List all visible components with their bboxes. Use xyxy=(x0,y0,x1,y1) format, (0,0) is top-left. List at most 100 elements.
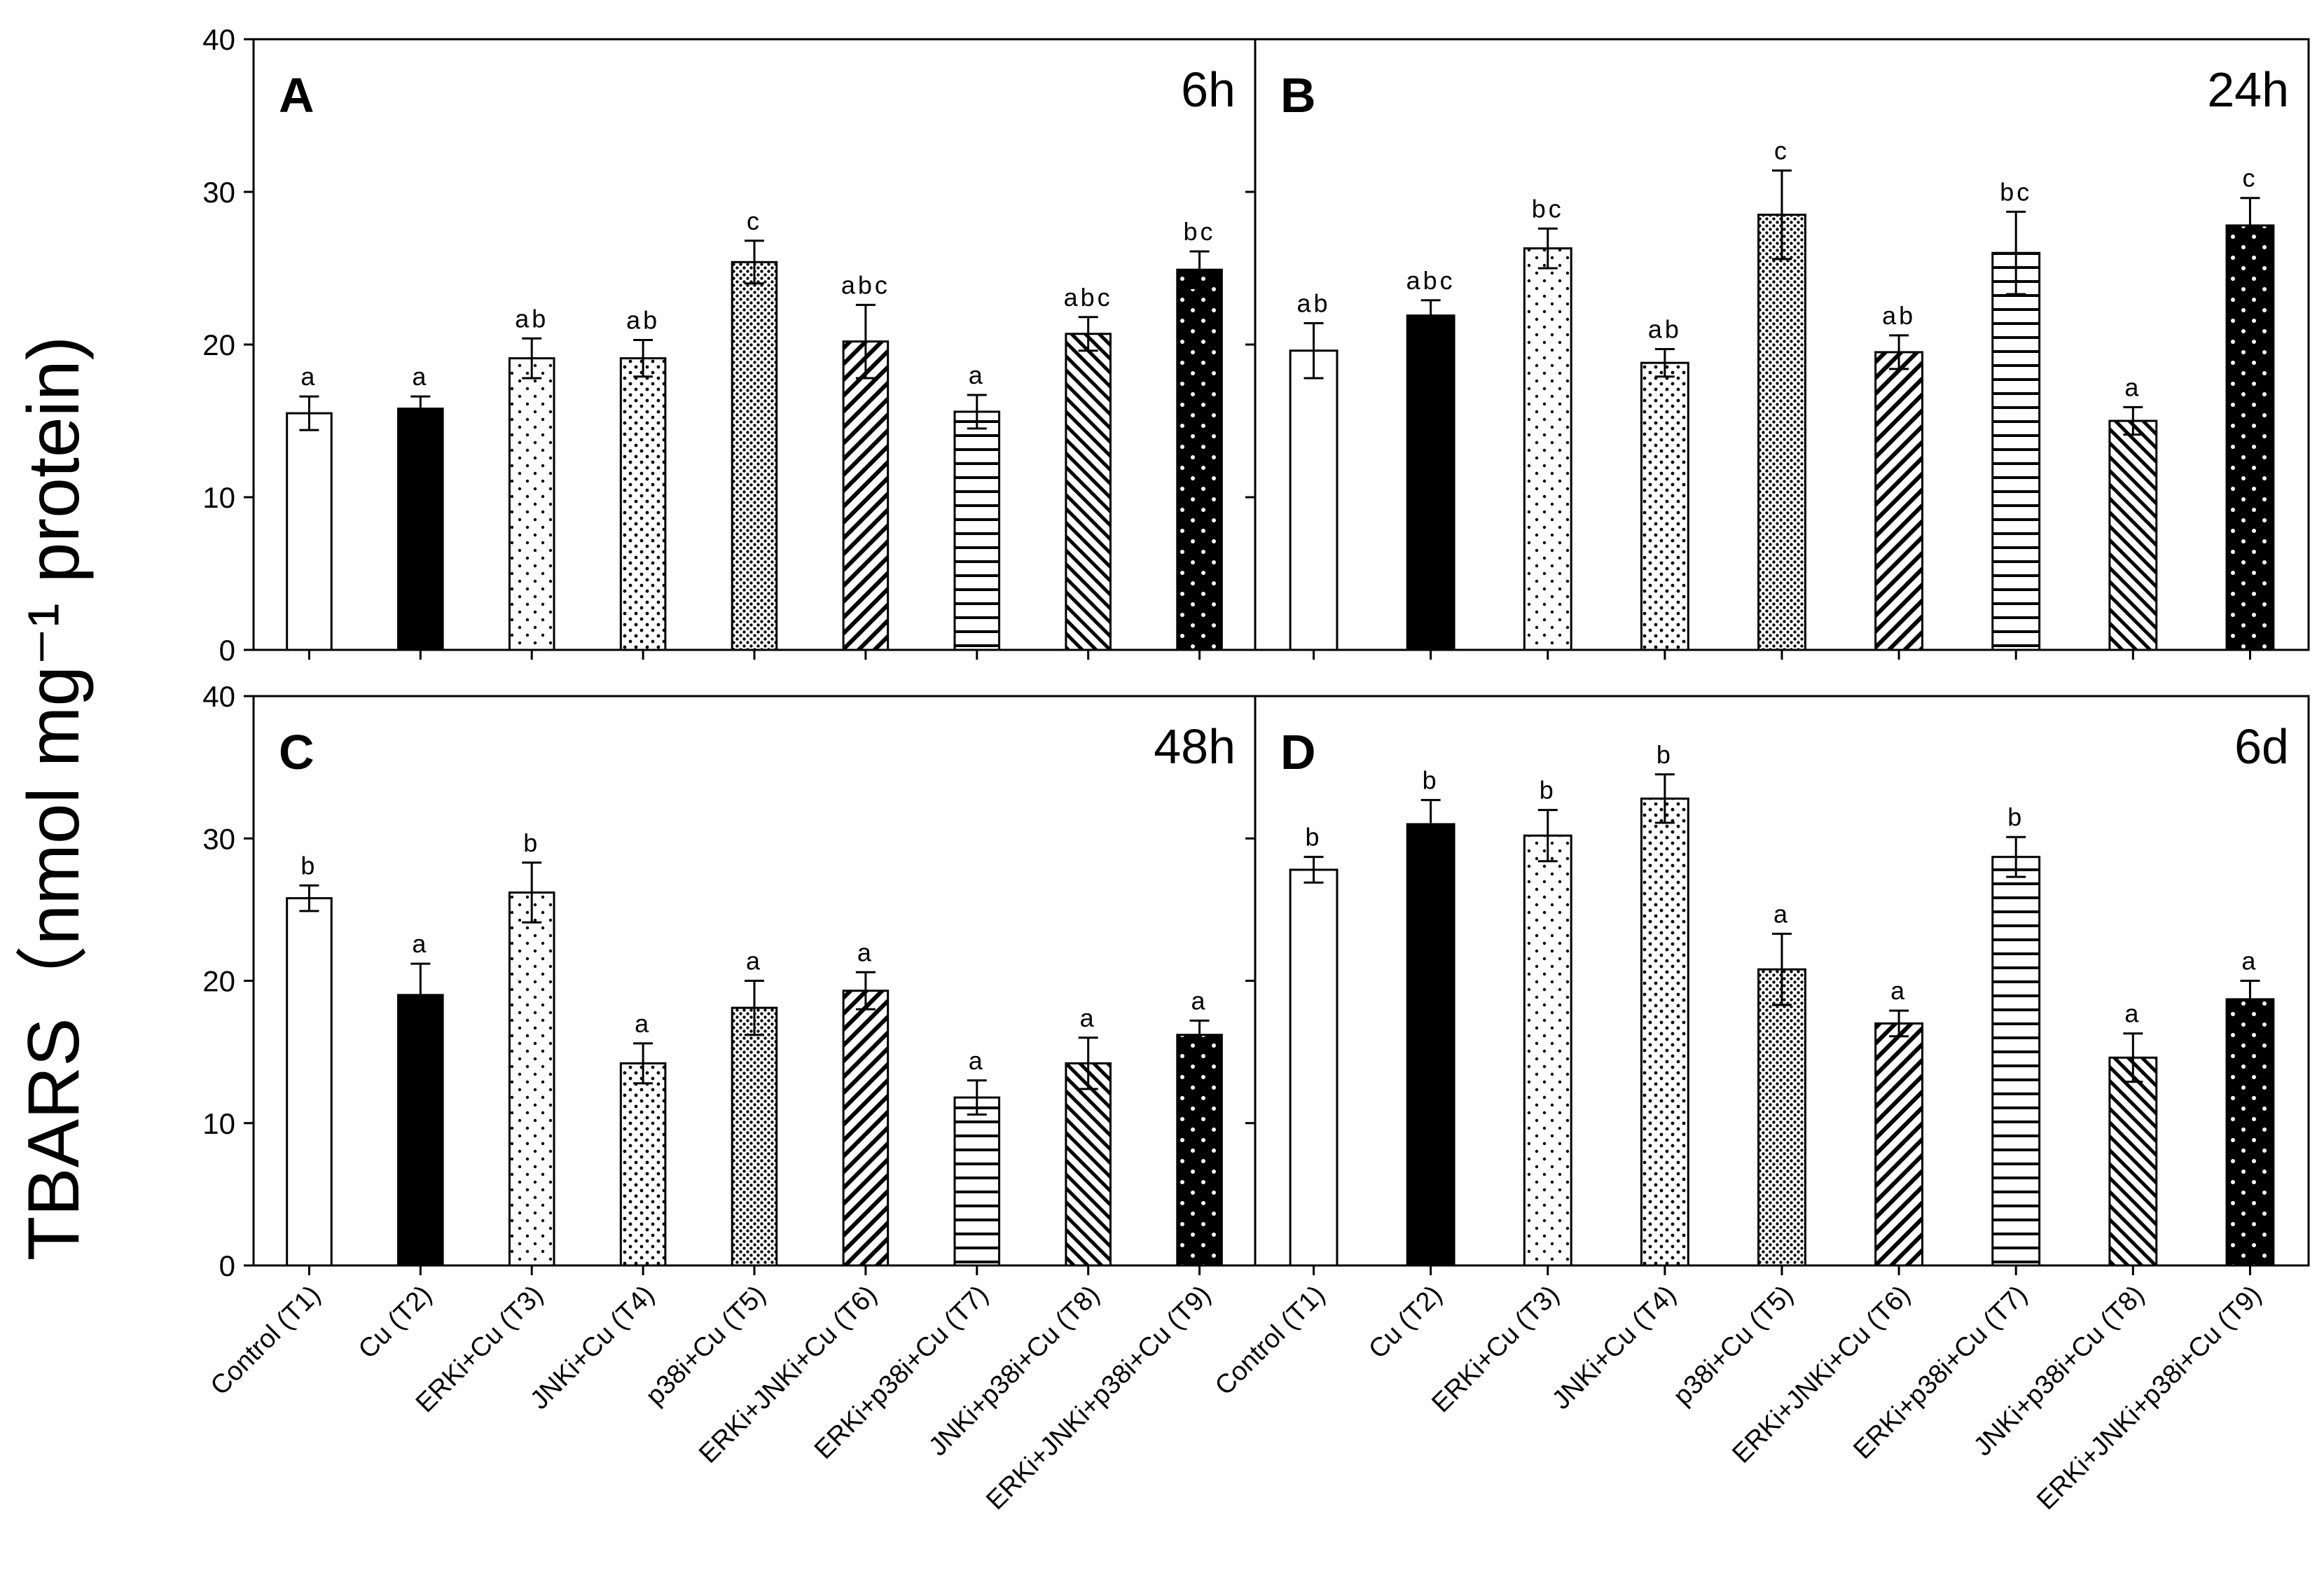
significance-label: ab xyxy=(1297,289,1331,317)
category-label: ERKi+JNKi+p38i+Cu (T9) xyxy=(981,1280,1217,1516)
error-bar xyxy=(855,303,876,380)
significance-label: a xyxy=(2124,999,2141,1028)
category-label: Control (T1) xyxy=(1210,1280,1331,1401)
significance-label: b xyxy=(1540,776,1556,805)
error-bar xyxy=(1654,773,1675,824)
panel-letter: A xyxy=(279,68,314,123)
error-bar xyxy=(410,962,431,1028)
error-bar xyxy=(1189,250,1210,289)
error-bar xyxy=(1078,316,1098,352)
y-tick-label: 40 xyxy=(202,23,235,56)
bar xyxy=(1523,247,1572,651)
significance-label: ab xyxy=(515,304,548,333)
y-tick-label: 0 xyxy=(219,1249,235,1282)
bar xyxy=(1289,868,1339,1267)
bar xyxy=(1065,1062,1112,1267)
significance-label: b xyxy=(523,828,540,857)
category-label: Cu (T2) xyxy=(353,1280,438,1365)
error-bar xyxy=(1772,932,1792,1006)
significance-label: ab xyxy=(1882,301,1916,330)
bar xyxy=(953,1096,1001,1267)
bar xyxy=(1176,1034,1223,1267)
error-bar xyxy=(1189,1019,1210,1050)
significance-label: a xyxy=(1191,986,1208,1015)
significance-label: a xyxy=(412,929,429,958)
significance-label: a xyxy=(1080,1004,1097,1032)
error-bar xyxy=(2123,405,2143,436)
error-bar xyxy=(1420,299,1441,332)
error-bar xyxy=(522,337,542,380)
bar xyxy=(2225,224,2275,651)
significance-label: a xyxy=(857,938,874,966)
y-tick-label: 40 xyxy=(202,680,235,713)
significance-label: b xyxy=(1306,823,1322,852)
bar xyxy=(1874,1022,1924,1267)
error-bar xyxy=(2123,1032,2143,1083)
y-axis-title: TBARS（nmol mg⁻¹ protein) xyxy=(13,336,95,1261)
bar xyxy=(2108,419,2158,651)
error-bar xyxy=(2006,210,2026,296)
bar xyxy=(286,412,333,651)
significance-label: c xyxy=(2242,164,2257,193)
bar xyxy=(1874,351,1924,651)
category-label: JNKi+Cu (T4) xyxy=(1547,1280,1682,1415)
y-tick-label: 30 xyxy=(202,176,235,209)
y-tick-label: 0 xyxy=(219,634,235,667)
bar xyxy=(508,891,555,1267)
bar xyxy=(1757,214,1806,651)
significance-label: b xyxy=(2007,803,2024,831)
significance-label: a xyxy=(2124,373,2141,401)
significance-label: abc xyxy=(1406,266,1455,295)
bar xyxy=(619,357,667,651)
significance-label: c xyxy=(747,207,762,235)
significance-label: bc xyxy=(1532,194,1564,223)
significance-label: a xyxy=(412,362,429,391)
significance-label: abc xyxy=(841,270,890,299)
panel-letter: C xyxy=(279,725,314,779)
error-bar xyxy=(2006,835,2026,878)
significance-label: a xyxy=(969,361,985,389)
bar xyxy=(508,357,555,651)
panel-time-label: 24h xyxy=(2207,62,2289,117)
bar xyxy=(2225,998,2275,1267)
y-tick-label: 10 xyxy=(202,1107,235,1140)
bar xyxy=(1065,333,1112,651)
panel-letter: B xyxy=(1280,68,1316,123)
error-bar xyxy=(1303,856,1324,884)
bar xyxy=(842,340,890,651)
significance-label: a xyxy=(746,947,763,976)
error-bar xyxy=(2240,980,2260,1019)
error-bar xyxy=(1537,227,1558,270)
significance-label: b xyxy=(300,851,317,880)
panel-time-label: 6h xyxy=(1181,62,1236,117)
panel-time-label: 48h xyxy=(1154,719,1236,774)
bar xyxy=(842,990,890,1267)
category-label: p38i+Cu (T5) xyxy=(1668,1280,1799,1411)
error-bar xyxy=(1420,798,1441,849)
bar xyxy=(1757,968,1806,1267)
category-label: ERKi+JNKi+p38i+Cu (T9) xyxy=(2031,1280,2267,1516)
bar xyxy=(1523,834,1572,1267)
error-bar xyxy=(855,971,876,1011)
y-tick-label: 20 xyxy=(202,328,235,361)
error-bar xyxy=(1078,1036,1098,1090)
error-bar xyxy=(299,884,319,913)
bar xyxy=(1289,349,1339,651)
significance-label: bc xyxy=(2000,177,2032,206)
error-bar xyxy=(745,980,764,1036)
bar xyxy=(619,1062,667,1267)
y-tick-label: 10 xyxy=(202,481,235,514)
y-tick-label: 20 xyxy=(202,965,235,998)
error-bar xyxy=(522,861,542,924)
error-bar xyxy=(633,1042,653,1085)
category-label: Control (T1) xyxy=(205,1280,326,1401)
significance-label: ab xyxy=(626,305,660,334)
error-bar xyxy=(1772,169,1792,261)
bar xyxy=(1406,823,1455,1267)
category-label: Cu (T2) xyxy=(1363,1280,1448,1365)
